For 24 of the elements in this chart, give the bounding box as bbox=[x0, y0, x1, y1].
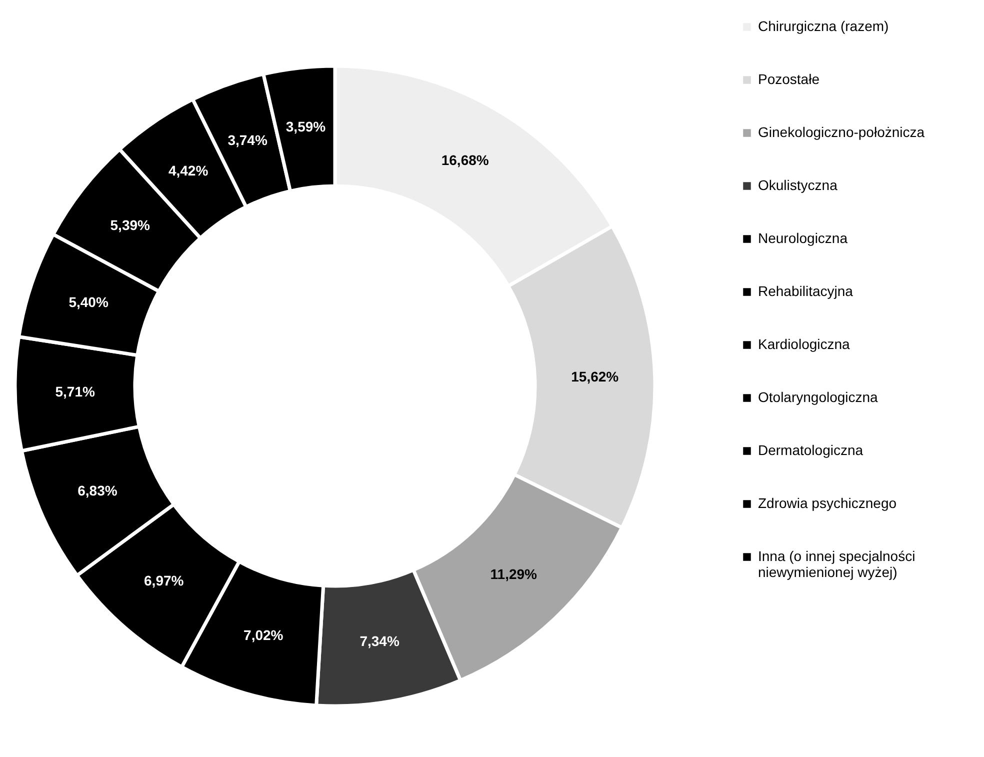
legend-label: Otolaryngologiczna bbox=[758, 389, 878, 405]
data-label: 5,71% bbox=[55, 383, 96, 400]
data-label: 16,68% bbox=[441, 152, 490, 168]
data-label: 7,02% bbox=[244, 626, 284, 643]
data-label: 6,97% bbox=[144, 572, 184, 589]
legend-label: Chirurgiczna (razem) bbox=[758, 18, 889, 34]
legend-label: Neurologiczna bbox=[758, 230, 848, 246]
legend-label: Dermatologiczna bbox=[758, 442, 864, 458]
data-label: 11,29% bbox=[490, 566, 538, 582]
data-label: 5,39% bbox=[110, 216, 151, 233]
data-label: 15,62% bbox=[571, 368, 620, 385]
data-label: 3,59% bbox=[286, 118, 326, 135]
data-label: 4,42% bbox=[168, 162, 209, 178]
legend-label: Zdrowia psychicznego bbox=[758, 495, 897, 511]
legend-label: Rehabilitacyjna bbox=[758, 283, 854, 299]
legend-label: Inna (o innej specjalności niewymienionej wyżej) bbox=[758, 548, 916, 580]
data-label: 3,74% bbox=[228, 132, 268, 148]
legend-label: Kardiologiczna bbox=[758, 336, 850, 352]
legend-label: Pozostałe bbox=[758, 71, 820, 87]
data-label: 5,40% bbox=[68, 294, 109, 310]
data-label: 6,83% bbox=[78, 482, 118, 499]
data-label: 7,34% bbox=[360, 633, 400, 650]
legend-label: Okulistyczna bbox=[758, 177, 838, 193]
legend-label: Ginekologiczno-położnicza bbox=[758, 124, 925, 140]
